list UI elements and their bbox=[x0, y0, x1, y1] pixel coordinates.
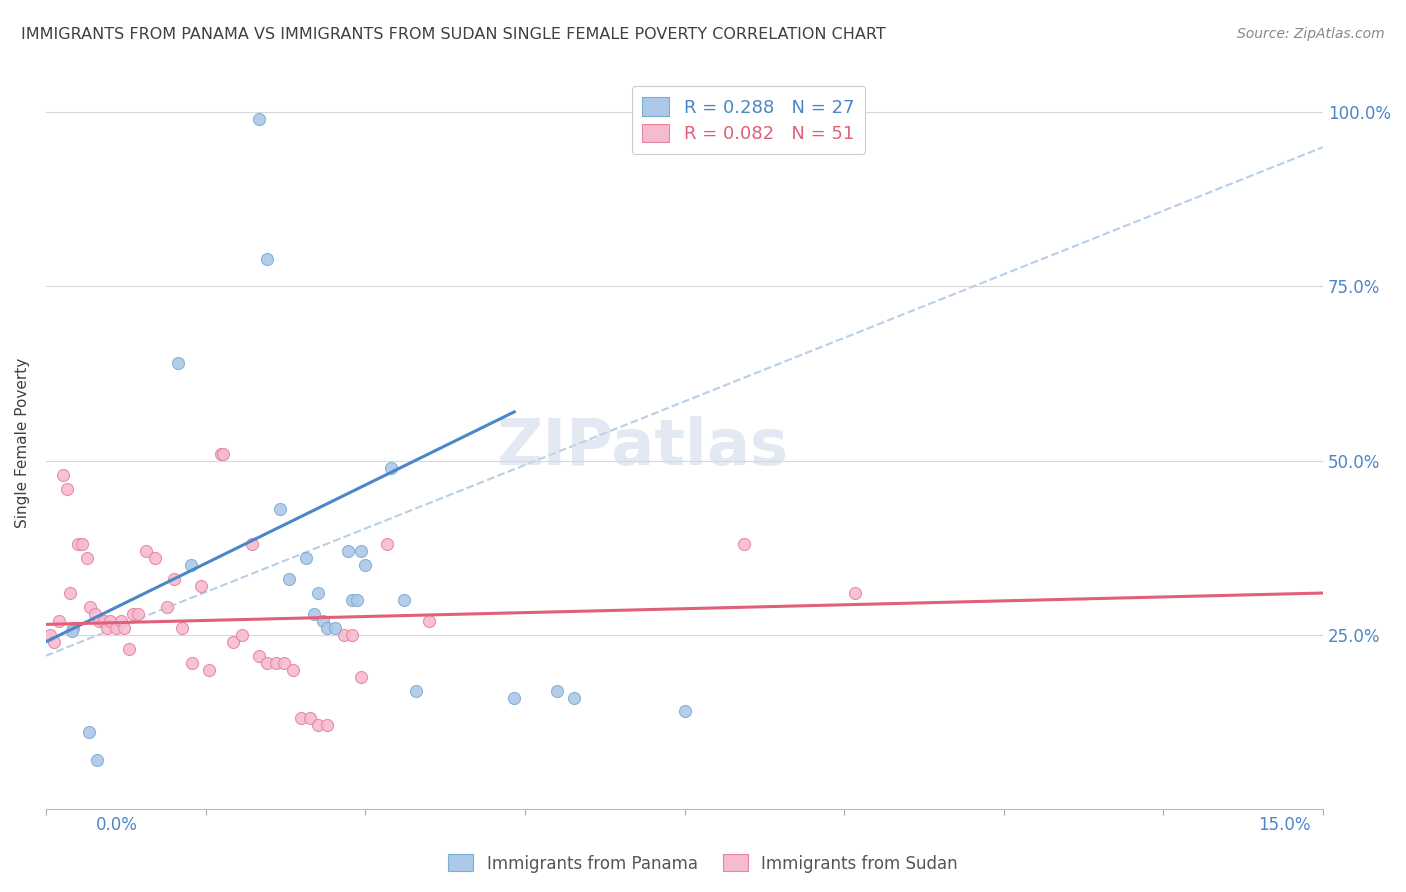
Point bbox=[104, 621, 127, 635]
Point bbox=[77, 725, 100, 739]
Point bbox=[60, 624, 83, 639]
Point bbox=[380, 460, 402, 475]
Point bbox=[333, 628, 356, 642]
Point bbox=[209, 447, 232, 461]
Point bbox=[181, 656, 204, 670]
Point bbox=[325, 621, 347, 635]
Point bbox=[264, 656, 287, 670]
Legend: Immigrants from Panama, Immigrants from Sudan: Immigrants from Panama, Immigrants from … bbox=[441, 847, 965, 880]
Point bbox=[733, 537, 755, 551]
Point bbox=[222, 634, 245, 648]
Point bbox=[342, 628, 364, 642]
Point bbox=[96, 621, 118, 635]
Y-axis label: Single Female Poverty: Single Female Poverty bbox=[15, 358, 30, 528]
Point bbox=[503, 690, 526, 705]
Point bbox=[673, 705, 696, 719]
Point bbox=[70, 537, 93, 551]
Point bbox=[562, 690, 585, 705]
Point bbox=[844, 586, 866, 600]
Text: 15.0%: 15.0% bbox=[1258, 816, 1310, 834]
Point bbox=[269, 502, 291, 516]
Point bbox=[256, 656, 278, 670]
Point bbox=[110, 614, 132, 628]
Point bbox=[281, 663, 304, 677]
Point bbox=[392, 593, 415, 607]
Text: Source: ZipAtlas.com: Source: ZipAtlas.com bbox=[1237, 27, 1385, 41]
Point bbox=[86, 753, 108, 767]
Point bbox=[143, 551, 166, 566]
Point bbox=[67, 537, 90, 551]
Point bbox=[298, 711, 321, 725]
Point bbox=[79, 599, 101, 614]
Point bbox=[156, 599, 179, 614]
Text: ZIPatlas: ZIPatlas bbox=[496, 416, 787, 478]
Point bbox=[59, 586, 82, 600]
Point bbox=[337, 544, 360, 558]
Point bbox=[273, 656, 295, 670]
Text: IMMIGRANTS FROM PANAMA VS IMMIGRANTS FROM SUDAN SINGLE FEMALE POVERTY CORRELATIO: IMMIGRANTS FROM PANAMA VS IMMIGRANTS FRO… bbox=[21, 27, 886, 42]
Point bbox=[354, 558, 377, 573]
Point bbox=[307, 718, 329, 732]
Point bbox=[316, 718, 339, 732]
Point bbox=[312, 614, 335, 628]
Point bbox=[56, 482, 79, 496]
Point bbox=[307, 586, 329, 600]
Point bbox=[212, 447, 235, 461]
Text: 0.0%: 0.0% bbox=[96, 816, 138, 834]
Point bbox=[231, 628, 253, 642]
Point bbox=[198, 663, 221, 677]
Point bbox=[240, 537, 263, 551]
Point bbox=[62, 621, 84, 635]
Point bbox=[418, 614, 440, 628]
Point bbox=[375, 537, 398, 551]
Point bbox=[118, 641, 141, 656]
Point bbox=[76, 551, 98, 566]
Point bbox=[44, 634, 66, 648]
Point bbox=[256, 252, 278, 266]
Point bbox=[121, 607, 143, 621]
Point bbox=[350, 544, 373, 558]
Point bbox=[135, 544, 157, 558]
Point bbox=[39, 628, 62, 642]
Point bbox=[277, 572, 299, 586]
Point bbox=[93, 614, 115, 628]
Point bbox=[48, 614, 70, 628]
Point bbox=[127, 607, 149, 621]
Point bbox=[52, 467, 75, 482]
Point bbox=[316, 621, 339, 635]
Point bbox=[350, 670, 373, 684]
Point bbox=[342, 593, 364, 607]
Point bbox=[546, 683, 568, 698]
Point bbox=[84, 607, 107, 621]
Point bbox=[163, 572, 186, 586]
Point bbox=[180, 558, 202, 573]
Point bbox=[87, 614, 110, 628]
Point bbox=[172, 621, 194, 635]
Point bbox=[98, 614, 121, 628]
Point bbox=[247, 648, 270, 663]
Point bbox=[294, 551, 316, 566]
Point bbox=[112, 621, 135, 635]
Point bbox=[290, 711, 312, 725]
Point bbox=[247, 112, 270, 127]
Point bbox=[346, 593, 368, 607]
Point bbox=[405, 683, 427, 698]
Point bbox=[302, 607, 325, 621]
Point bbox=[167, 356, 190, 370]
Point bbox=[190, 579, 212, 593]
Legend: R = 0.288   N = 27, R = 0.082   N = 51: R = 0.288 N = 27, R = 0.082 N = 51 bbox=[631, 87, 865, 154]
